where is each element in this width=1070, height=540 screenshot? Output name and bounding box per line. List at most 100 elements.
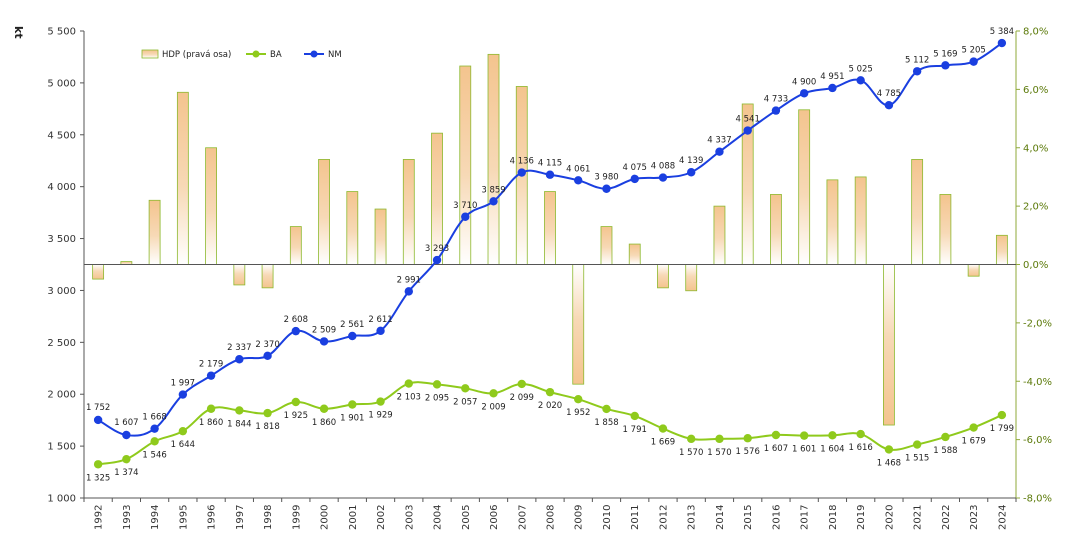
x-tick-label-2006: 2006 (489, 505, 500, 530)
data-label-nm-2006: 3 859 (481, 185, 505, 195)
x-tick-label-2014: 2014 (715, 505, 726, 530)
point-nm-2007 (517, 168, 526, 177)
x-tick-label-1993: 1993 (122, 505, 133, 530)
legend-label-nm: NM (328, 50, 342, 60)
point-nm-2011 (630, 174, 639, 184)
data-label-ba-2020: 1 468 (877, 458, 901, 468)
data-label-ba-1996: 1 860 (199, 418, 223, 428)
bar-hdp-2022 (939, 194, 952, 265)
data-label-nm-1995: 1 997 (171, 379, 195, 389)
bar-hdp-2006 (487, 53, 500, 265)
point-nm-2015 (743, 126, 752, 135)
point-nm-2020 (884, 101, 894, 110)
point-ba-1994 (150, 437, 159, 446)
x-tick-label-2013: 2013 (687, 505, 698, 530)
data-label-nm-2020: 4 785 (877, 89, 901, 99)
x-tick-label-2003: 2003 (404, 505, 415, 530)
x-tick-label-2016: 2016 (771, 505, 782, 530)
x-tick-label-2004: 2004 (433, 505, 444, 530)
data-label-ba-2018: 1 604 (820, 444, 844, 454)
left-tick-label: 4 500 (47, 130, 76, 141)
point-nm-2003 (404, 287, 413, 296)
data-label-nm-2021: 5 112 (905, 55, 929, 65)
point-nm-2013 (687, 168, 696, 177)
bar-hdp-2018 (826, 179, 839, 265)
data-label-nm-2024: 5 384 (990, 27, 1014, 37)
data-label-ba-1995: 1 644 (171, 440, 195, 450)
right-tick-label: -8,0% (1023, 494, 1052, 505)
bar-hdp-2016 (770, 194, 782, 265)
data-label-nm-2010: 3 980 (594, 173, 618, 183)
data-label-nm-2017: 4 900 (792, 77, 816, 87)
bar-hdp-2010 (600, 226, 613, 265)
x-tick-label-1999: 1999 (291, 505, 302, 530)
point-ba-2008 (545, 387, 555, 397)
left-tick-label: 1 000 (47, 494, 76, 505)
bar-hdp-1997 (233, 264, 246, 286)
data-label-nm-2008: 4 115 (538, 159, 562, 169)
point-nm-2006 (489, 197, 498, 206)
right-tick-label: 0,0% (1023, 260, 1048, 271)
x-tick-label-2021: 2021 (913, 505, 924, 530)
point-ba-2015 (743, 434, 752, 443)
point-ba-2019 (856, 429, 865, 439)
point-ba-1993 (122, 454, 131, 464)
right-tick-label: -2,0% (1023, 318, 1052, 329)
bar-hdp-2014 (713, 205, 726, 265)
point-ba-2001 (348, 400, 357, 409)
x-tick-label-1995: 1995 (178, 505, 189, 530)
point-nm-2017 (799, 89, 809, 98)
data-label-ba-2005: 2 057 (453, 397, 477, 407)
bar-hdp-2001 (346, 191, 359, 265)
point-nm-2014 (715, 147, 724, 156)
data-label-ba-2006: 2 009 (481, 402, 505, 412)
data-label-ba-2002: 1 929 (368, 411, 392, 421)
data-label-nm-2000: 2 509 (312, 325, 336, 335)
point-nm-2016 (771, 106, 781, 115)
axes: kt 1 000 1 500 2 000 2 500 3 000 3 500 4 000 4 5… (12, 26, 1052, 530)
point-ba-1999 (291, 397, 301, 407)
bar-hdp-2003 (402, 159, 415, 265)
data-label-ba-2023: 1 679 (961, 437, 985, 447)
legend: HDP (pravá osa) BA NM (141, 49, 342, 60)
data-label-nm-2007: 4 136 (510, 157, 534, 167)
point-nm-1997 (235, 355, 244, 364)
point-nm-1996 (206, 371, 216, 380)
legend-label-ba: BA (270, 50, 282, 60)
data-label-nm-1994: 1 668 (142, 413, 166, 423)
bar-hdp-1992 (92, 264, 105, 280)
left-tick-label: 1 500 (47, 442, 76, 453)
point-ba-1996 (206, 404, 216, 413)
x-tick-label-2024: 2024 (997, 505, 1008, 530)
point-ba-2007 (517, 379, 526, 389)
point-nm-1993 (122, 430, 131, 440)
bar-hdp-2013 (685, 264, 698, 292)
line-series (93, 38, 1007, 469)
point-nm-1994 (150, 424, 159, 433)
x-tick-label-2022: 2022 (941, 505, 952, 530)
data-label-ba-2004: 2 095 (425, 393, 449, 403)
point-nm-2001 (348, 331, 357, 341)
point-ba-2012 (658, 424, 668, 433)
point-ba-2003 (404, 379, 413, 388)
data-label-ba-2024: 1 799 (990, 424, 1014, 434)
x-tick-label-2018: 2018 (828, 505, 839, 530)
point-nm-1998 (263, 351, 272, 361)
data-label-ba-2001: 1 901 (340, 413, 364, 423)
data-label-nm-2014: 4 337 (707, 136, 731, 146)
bar-hdp-1996 (205, 147, 217, 265)
point-nm-2012 (658, 173, 668, 182)
legend-label-hdp: HDP (pravá osa) (162, 50, 231, 60)
data-label-nm-2019: 5 025 (848, 64, 872, 74)
left-tick-label: 3 500 (47, 234, 76, 245)
point-ba-1998 (263, 408, 272, 418)
bar-hdp-1998 (261, 264, 274, 289)
x-tick-label-2020: 2020 (884, 505, 895, 530)
point-nm-2000 (319, 337, 329, 346)
x-tick-label-2011: 2011 (630, 505, 641, 530)
point-ba-2017 (799, 431, 809, 440)
data-label-ba-2012: 1 669 (651, 438, 675, 448)
bar-hdp-2021 (911, 159, 924, 265)
x-tick-label-2017: 2017 (800, 505, 811, 530)
